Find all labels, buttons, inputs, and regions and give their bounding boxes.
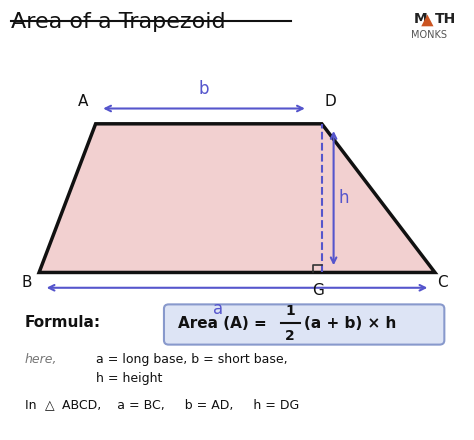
Text: M: M bbox=[414, 12, 428, 26]
Polygon shape bbox=[421, 15, 434, 26]
Text: C: C bbox=[438, 275, 448, 290]
Text: a: a bbox=[213, 300, 223, 318]
Text: (a + b) × h: (a + b) × h bbox=[304, 316, 397, 331]
Text: Area (A) =: Area (A) = bbox=[178, 316, 272, 331]
Text: here,: here, bbox=[25, 353, 57, 367]
Text: B: B bbox=[21, 275, 32, 290]
Text: A: A bbox=[78, 94, 89, 109]
Text: G: G bbox=[312, 283, 325, 298]
Text: Formula:: Formula: bbox=[25, 315, 101, 330]
FancyBboxPatch shape bbox=[164, 304, 444, 345]
Text: D: D bbox=[324, 94, 336, 109]
Text: 1: 1 bbox=[285, 304, 295, 318]
Text: ABCD,    a = BC,     b = AD,     h = DG: ABCD, a = BC, b = AD, h = DG bbox=[62, 399, 299, 412]
Text: Area of a Trapezoid: Area of a Trapezoid bbox=[11, 12, 226, 32]
Polygon shape bbox=[39, 124, 435, 272]
Text: TH: TH bbox=[435, 12, 456, 26]
Text: a = long base, b = short base,
h = height: a = long base, b = short base, h = heigh… bbox=[96, 353, 287, 385]
Text: MONKS: MONKS bbox=[411, 30, 447, 40]
Text: △: △ bbox=[45, 399, 55, 412]
Text: In: In bbox=[25, 399, 40, 412]
Text: h: h bbox=[338, 189, 349, 207]
Text: b: b bbox=[199, 81, 209, 99]
Text: 2: 2 bbox=[285, 329, 295, 343]
